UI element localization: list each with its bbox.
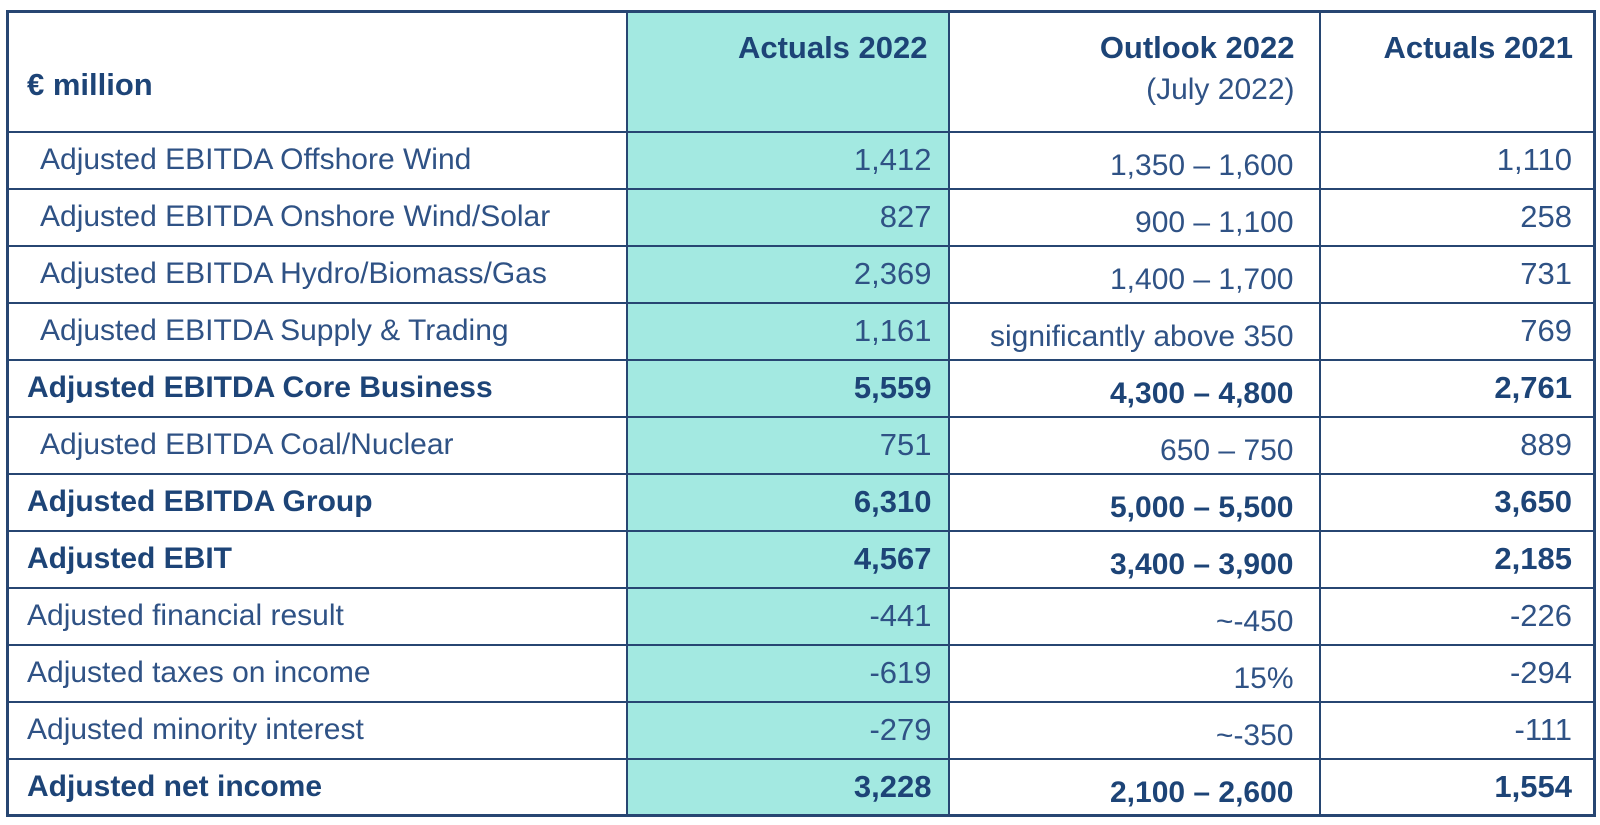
row-label-cell: Adjusted taxes on income [6,643,628,703]
actuals-2021-cell: -294 [1318,643,1596,703]
row-label-cell: Adjusted EBIT [6,529,628,589]
outlook-2022-cell: significantly above 350 [947,301,1321,361]
table-row: Adjusted EBITDA Hydro/Biomass/Gas 2,369 … [6,244,1596,304]
table-row: Adjusted minority interest -279 ~-350 -1… [6,700,1596,760]
actuals-2021-cell: 3,650 [1318,472,1596,532]
actuals-2021-cell: 2,761 [1318,358,1596,418]
actuals-2022-cell: 6,310 [625,472,950,532]
row-label-cell: Adjusted EBITDA Group [6,472,628,532]
actuals-2021-cell: 889 [1318,415,1596,475]
col-header-actuals-2021: Actuals 2021 [1318,10,1596,133]
header-row: € million Actuals 2022 Outlook 2022 (Jul… [6,10,1596,133]
outlook-2022-cell: 1,350 – 1,600 [947,130,1321,190]
outlook-2022-cell: ~-350 [947,700,1321,760]
row-label-cell: Adjusted EBITDA Onshore Wind/Solar [6,187,628,247]
row-label-cell: Adjusted EBITDA Hydro/Biomass/Gas [6,244,628,304]
table-row: Adjusted EBITDA Coal/Nuclear 751 650 – 7… [6,415,1596,475]
table-body: Adjusted EBITDA Offshore Wind 1,412 1,35… [6,130,1596,817]
table-row-total: Adjusted EBITDA Group 6,310 5,000 – 5,50… [6,472,1596,532]
outlook-header-label: Outlook 2022 [1099,30,1295,65]
outlook-2022-cell: 650 – 750 [947,415,1321,475]
actuals-2021-cell: 731 [1318,244,1596,304]
actuals-2021-cell: 1,554 [1318,757,1596,817]
actuals-2022-cell: 827 [625,187,950,247]
actuals-2021-cell: 258 [1318,187,1596,247]
outlook-2022-cell: ~-450 [947,586,1321,646]
col-header-outlook-2022: Outlook 2022 (July 2022) [947,10,1321,133]
table-row: Adjusted taxes on income -619 15% -294 [6,643,1596,703]
table-row: Adjusted EBITDA Onshore Wind/Solar 827 9… [6,187,1596,247]
outlook-2022-cell: 3,400 – 3,900 [947,529,1321,589]
actuals-2021-cell: 769 [1318,301,1596,361]
outlook-2022-cell: 2,100 – 2,600 [947,757,1321,817]
actuals-2022-cell: -441 [625,586,950,646]
row-label-cell: Adjusted minority interest [6,700,628,760]
row-label-cell: Adjusted EBITDA Core Business [6,358,628,418]
actuals-2022-cell: 3,228 [625,757,950,817]
actuals-2022-cell: 5,559 [625,358,950,418]
row-label-cell: Adjusted EBITDA Coal/Nuclear [6,415,628,475]
actuals-2021-cell: -111 [1318,700,1596,760]
financials-table: € million Actuals 2022 Outlook 2022 (Jul… [6,10,1596,817]
table-row: Adjusted EBITDA Supply & Trading 1,161 s… [6,301,1596,361]
row-label-cell: Adjusted EBITDA Offshore Wind [6,130,628,190]
table-row: Adjusted EBITDA Offshore Wind 1,412 1,35… [6,130,1596,190]
actuals-2021-cell: -226 [1318,586,1596,646]
actuals-2022-cell: 1,161 [625,301,950,361]
table-header: € million Actuals 2022 Outlook 2022 (Jul… [6,10,1596,133]
row-label-cell: Adjusted financial result [6,586,628,646]
outlook-2022-cell: 5,000 – 5,500 [947,472,1321,532]
actuals-2022-cell: 1,412 [625,130,950,190]
outlook-2022-cell: 15% [947,643,1321,703]
actuals-2022-cell: 751 [625,415,950,475]
actuals-2021-cell: 2,185 [1318,529,1596,589]
table-row: Adjusted financial result -441 ~-450 -22… [6,586,1596,646]
actuals-2022-cell: 2,369 [625,244,950,304]
actuals-2022-cell: -279 [625,700,950,760]
actuals-2022-cell: 4,567 [625,529,950,589]
outlook-header-sublabel: (July 2022) [1146,73,1295,106]
outlook-2022-cell: 4,300 – 4,800 [947,358,1321,418]
col-header-actuals-2022: Actuals 2022 [625,10,950,133]
table-row-total: Adjusted net income 3,228 2,100 – 2,600 … [6,757,1596,817]
table-row-total: Adjusted EBIT 4,567 3,400 – 3,900 2,185 [6,529,1596,589]
row-label-cell: Adjusted net income [6,757,628,817]
table-row-total: Adjusted EBITDA Core Business 5,559 4,30… [6,358,1596,418]
outlook-2022-cell: 1,400 – 1,700 [947,244,1321,304]
actuals-2021-cell: 1,110 [1318,130,1596,190]
row-label-cell: Adjusted EBITDA Supply & Trading [6,301,628,361]
actuals-2022-cell: -619 [625,643,950,703]
outlook-2022-cell: 900 – 1,100 [947,187,1321,247]
unit-header-cell: € million [6,10,628,133]
